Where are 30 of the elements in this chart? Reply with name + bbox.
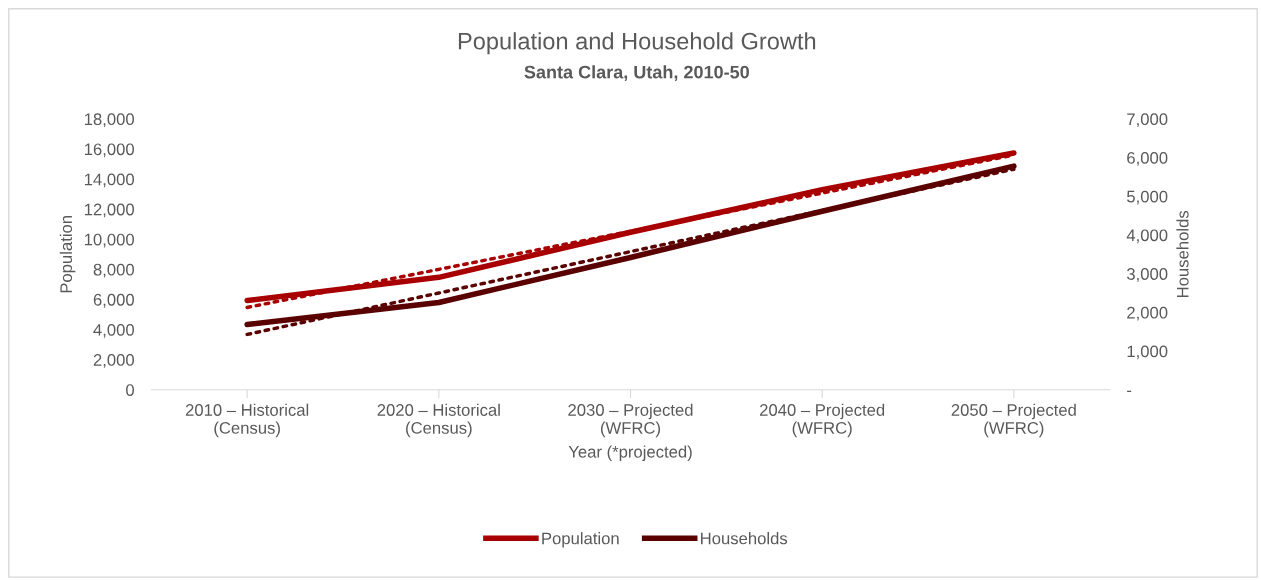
y-tick-label: 6,000: [93, 293, 135, 308]
y-tick-label: 4,000: [93, 323, 135, 338]
y-tick-label: 18,000: [84, 113, 135, 128]
y2-tick-label: 4,000: [1126, 229, 1168, 244]
y-tick-label: 14,000: [84, 173, 135, 188]
y-axis-title: Population: [59, 216, 76, 293]
x-tick-label: 2010 – Historical (Census): [185, 403, 309, 438]
y-tick-label: 0: [126, 384, 134, 396]
x-axis-title: Year (*projected): [568, 445, 692, 462]
legend-label: Households: [701, 532, 788, 545]
chart-title: Population and Household Growth: [458, 32, 816, 55]
y-tick-label: 16,000: [84, 143, 135, 158]
y2-tick-label: 3,000: [1126, 268, 1168, 282]
y2-tick-label: 1,000: [1127, 345, 1168, 360]
y2-tick-label: 7,000: [1127, 113, 1168, 128]
chart-subtitle: Santa Clara, Utah, 2010-50: [524, 65, 749, 82]
x-tick-label: 2050 – Projected (WFRC): [951, 403, 1076, 438]
y-tick-label: 8,000: [93, 263, 135, 278]
y2-tick-label: -: [1127, 390, 1132, 393]
y2-axis-title: Households: [1176, 210, 1189, 297]
y-tick-label: 10,000: [84, 233, 135, 248]
x-tick-label: 2020 – Historical (Census): [377, 403, 500, 438]
y-tick-label: 2,000: [93, 354, 135, 368]
x-tick-label: 2030 – Projected (WFRC): [568, 403, 693, 438]
y2-tick-label: 5,000: [1127, 190, 1168, 205]
y2-tick-label: 6,000: [1127, 152, 1168, 166]
legend-label: Population: [542, 532, 619, 548]
y2-tick-label: 2,000: [1127, 306, 1168, 321]
x-tick-label: 2040 – Projected (WFRC): [760, 403, 885, 438]
y-tick-label: 12,000: [84, 203, 135, 218]
